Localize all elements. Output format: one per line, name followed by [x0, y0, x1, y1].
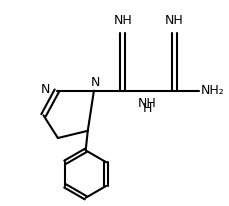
- Text: NH: NH: [113, 14, 132, 27]
- Text: N: N: [90, 76, 99, 89]
- Text: N: N: [41, 83, 50, 96]
- Text: NH: NH: [164, 14, 183, 27]
- Text: H: H: [142, 102, 152, 115]
- Text: NH: NH: [138, 97, 156, 110]
- Text: NH₂: NH₂: [200, 84, 224, 97]
